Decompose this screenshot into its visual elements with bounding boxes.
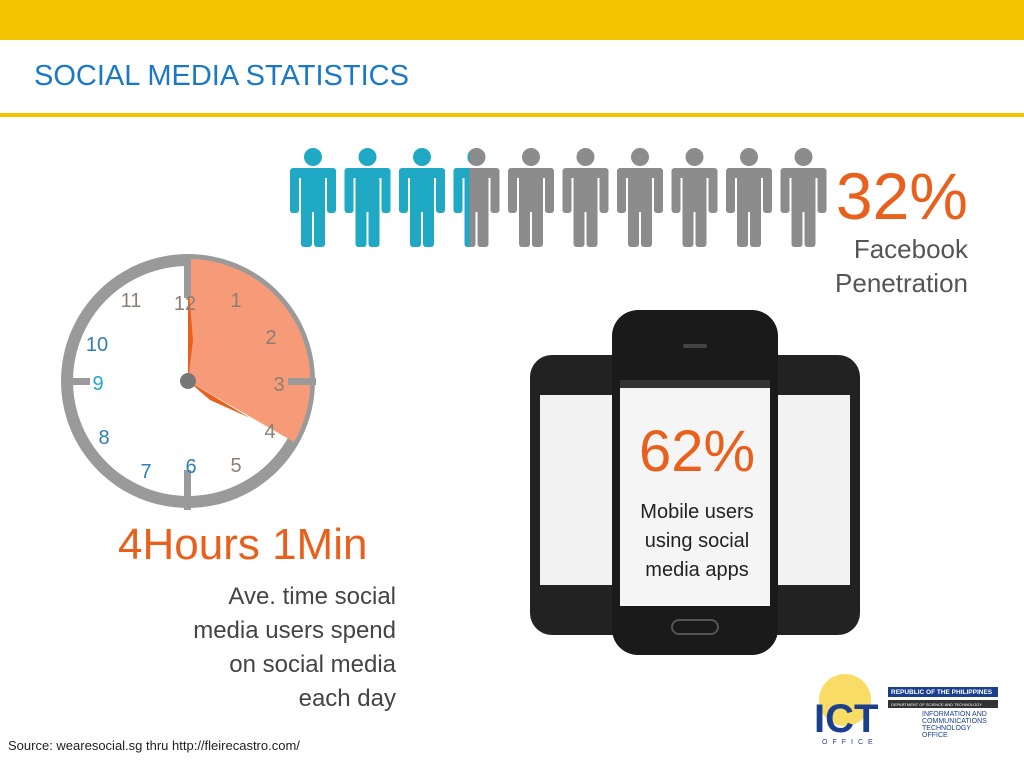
logo-line: DEPARTMENT OF SCIENCE AND TECHNOLOGY: [891, 702, 982, 707]
clock-number: 11: [121, 290, 142, 312]
logo-line: OFFICE: [922, 732, 948, 739]
title-rule: [0, 113, 1024, 117]
logo-name: ICT: [814, 697, 878, 741]
clock-number: 10: [86, 334, 108, 356]
logo-line: INFORMATION AND: [922, 711, 987, 718]
source: Source: wearesocial.sg thru http://fleir…: [8, 738, 300, 753]
facebook-value: 32%: [835, 159, 968, 233]
logo-line: COMMUNICATIONS: [922, 718, 987, 725]
logo-line: TECHNOLOGY: [922, 725, 971, 732]
label-line: media apps: [645, 559, 749, 581]
label-line: each day: [298, 685, 396, 712]
logo-sub: OFFICE: [822, 739, 878, 746]
person-icon: [617, 148, 663, 247]
people-icons: [290, 148, 827, 247]
label-line: media users spend: [193, 617, 396, 644]
clock-number: 3: [273, 374, 284, 396]
facebook-label: Facebook Penetration: [835, 232, 968, 300]
person-icon: [780, 148, 827, 247]
person-icon: [399, 148, 445, 247]
label-line: on social media: [229, 651, 396, 678]
person-icon: [344, 148, 391, 247]
person-icon: [290, 148, 336, 247]
label-line: using social: [644, 530, 750, 552]
label-line: Mobile users: [640, 501, 754, 523]
clock-number: 5: [230, 455, 241, 477]
time-value: 4Hours 1Min: [118, 520, 368, 569]
person-icon: [671, 148, 718, 247]
person-icon: [726, 148, 772, 247]
clock-number: 9: [92, 373, 103, 395]
label-line: Facebook: [853, 234, 968, 264]
clock-number: 8: [98, 427, 109, 449]
clock-number: 6: [185, 456, 196, 478]
label-line: Penetration: [835, 268, 968, 298]
person-icon: [562, 148, 609, 247]
person-icon: [508, 148, 554, 247]
person-icon: [453, 148, 500, 247]
logo-line: REPUBLIC OF THE PHILIPPINES: [891, 689, 993, 696]
clock-number: 12: [174, 293, 196, 315]
clock-number: 7: [140, 461, 151, 483]
phones: [530, 310, 860, 655]
mobile-value: 62%: [638, 419, 756, 484]
clock-number: 1: [230, 290, 241, 312]
label-line: Ave. time social: [228, 583, 396, 610]
clock-number: 4: [264, 421, 275, 443]
time-label: Ave. time social media users spend on soci…: [193, 580, 396, 716]
mobile-label: Mobile users using social media apps: [618, 498, 776, 585]
clock-number: 2: [265, 327, 276, 349]
top-bar: [0, 0, 1024, 40]
logo-mark: ICT OFFICE REPUBLIC OF THE PHILIPPINES D…: [814, 674, 998, 746]
slide-title: SOCIAL MEDIA STATISTICS: [34, 60, 409, 92]
